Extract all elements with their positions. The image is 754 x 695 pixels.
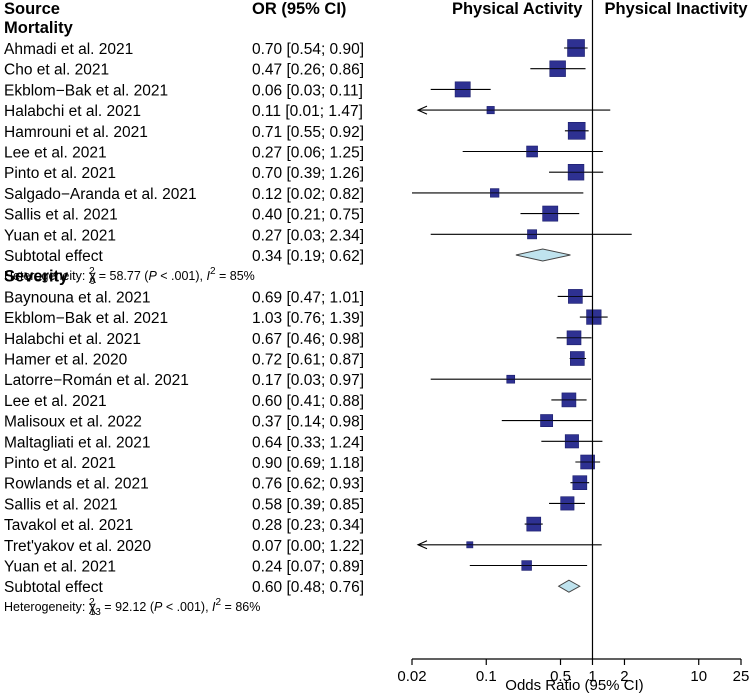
- study-ci-text: 0.07 [0.00; 1.22]: [252, 538, 364, 555]
- study-source: Sallis et al. 2021: [4, 496, 118, 513]
- subtotal-diamond: [557, 579, 581, 593]
- ci-arrow: [416, 540, 428, 550]
- study-ci-text: 0.64 [0.33; 1.24]: [252, 434, 364, 451]
- heterogeneity-part: = 58.77 (: [95, 269, 149, 283]
- study-ci-text: 0.40 [0.21; 0.75]: [252, 207, 364, 224]
- subtotal-ci-text: 0.34 [0.19; 0.62]: [252, 248, 364, 265]
- study-source: Ekblom−Bak et al. 2021: [4, 82, 168, 99]
- study-source: Yuan et al. 2021: [4, 559, 116, 576]
- heterogeneity-part: 2: [216, 597, 222, 608]
- study-ci-text: 0.11 [0.01; 1.47]: [252, 103, 363, 120]
- study-source: Tavakol et al. 2021: [4, 517, 133, 534]
- heterogeneity-part: P: [154, 600, 163, 614]
- header-favors-activity: Physical Activity: [452, 0, 583, 18]
- study-ci-text: 0.69 [0.47; 1.01]: [252, 289, 364, 306]
- study-source: Pinto et al. 2021: [4, 165, 116, 182]
- subtotal-label: Subtotal effect: [4, 579, 104, 596]
- study-ci-text: 0.70 [0.54; 0.90]: [252, 41, 364, 58]
- study-ci-text: 0.27 [0.03; 2.34]: [252, 227, 364, 244]
- study-ci-text: 0.90 [0.69; 1.18]: [252, 455, 364, 472]
- heterogeneity-part: = 92.12 (: [101, 600, 155, 614]
- x-tick-label: 0.02: [397, 668, 426, 685]
- subtotal-ci-text: 0.60 [0.48; 0.76]: [252, 579, 364, 596]
- study-ci-text: 0.12 [0.02; 0.82]: [252, 186, 364, 203]
- study-source: Halabchi et al. 2021: [4, 331, 141, 348]
- study-source: Pinto et al. 2021: [4, 455, 116, 472]
- heterogeneity-part: = 85%: [216, 269, 255, 283]
- study-ci-text: 0.17 [0.03; 0.97]: [252, 372, 364, 389]
- study-ci-text: 0.72 [0.61; 0.87]: [252, 352, 364, 369]
- study-source: Lee et al. 2021: [4, 393, 107, 410]
- study-source: Tret'yakov et al. 2020: [4, 538, 152, 555]
- heterogeneity-text: Heterogeneity: χ2 13 = 92.12 (P < .001), …: [4, 597, 260, 618]
- heterogeneity-part: I: [206, 269, 210, 283]
- heterogeneity-part: P: [148, 269, 157, 283]
- heterogeneity-part: Heterogeneity:: [4, 269, 89, 283]
- study-ci-text: 0.27 [0.06; 1.25]: [252, 145, 364, 162]
- study-ci-text: 0.67 [0.46; 0.98]: [252, 331, 364, 348]
- study-source: Lee et al. 2021: [4, 145, 107, 162]
- study-source: Latorre−Román et al. 2021: [4, 372, 189, 389]
- ci-arrow: [416, 105, 428, 115]
- chi-df: 13: [90, 607, 102, 618]
- x-tick-label: 10: [690, 668, 707, 685]
- study-source: Yuan et al. 2021: [4, 227, 116, 244]
- heterogeneity-part: < .001),: [162, 600, 212, 614]
- heterogeneity-part: = 86%: [221, 600, 260, 614]
- heterogeneity-text: Heterogeneity: χ2 9 = 58.77 (P < .001), I…: [4, 266, 255, 287]
- subtotal-label: Subtotal effect: [4, 248, 104, 265]
- x-tick-label: 1: [588, 668, 596, 685]
- study-ci-text: 0.76 [0.62; 0.93]: [252, 476, 364, 493]
- header-source: Source: [4, 0, 60, 18]
- study-source: Salgado−Aranda et al. 2021: [4, 186, 197, 203]
- header-favors-inactivity: Physical Inactivity: [604, 0, 748, 18]
- chi-df: 9: [90, 276, 96, 287]
- heterogeneity-part: 2: [210, 266, 216, 277]
- study-source: Hamer et al. 2020: [4, 352, 128, 369]
- study-source: Ahmadi et al. 2021: [4, 41, 133, 58]
- study-source: Maltagliati et al. 2021: [4, 434, 150, 451]
- x-tick-label: 2: [620, 668, 628, 685]
- group-title: Severity: [4, 267, 69, 285]
- study-ci-text: 0.06 [0.03; 0.11]: [252, 82, 363, 99]
- group-title: Mortality: [4, 19, 74, 37]
- study-source: Malisoux et al. 2022: [4, 414, 142, 431]
- header-estimate: OR (95% CI): [252, 0, 346, 18]
- study-ci-text: 0.71 [0.55; 0.92]: [252, 124, 364, 141]
- chi-superscript: 2: [89, 266, 95, 277]
- x-tick-label: 0.1: [476, 668, 497, 685]
- study-source: Ekblom−Bak et al. 2021: [4, 310, 168, 327]
- study-ci-text: 0.47 [0.26; 0.86]: [252, 62, 364, 79]
- chi-symbol: χ: [89, 598, 97, 614]
- study-ci-text: 0.58 [0.39; 0.85]: [252, 496, 364, 513]
- study-ci-text: 0.24 [0.07; 0.89]: [252, 559, 364, 576]
- study-source: Hamrouni et al. 2021: [4, 124, 148, 141]
- x-tick-label: 25: [733, 668, 750, 685]
- subtotal-diamond: [515, 248, 571, 262]
- heterogeneity-part: < .001),: [157, 269, 207, 283]
- study-source: Rowlands et al. 2021: [4, 476, 149, 493]
- study-source: Halabchi et al. 2021: [4, 103, 141, 120]
- heterogeneity-part: Heterogeneity:: [4, 600, 89, 614]
- study-source: Sallis et al. 2021: [4, 207, 118, 224]
- heterogeneity-part: I: [212, 600, 216, 614]
- chi-symbol: χ: [89, 267, 97, 283]
- study-ci-text: 0.28 [0.23; 0.34]: [252, 517, 364, 534]
- chi-superscript: 2: [89, 597, 95, 608]
- study-source: Cho et al. 2021: [4, 62, 109, 79]
- x-axis-title: Odds Ratio (95% CI): [505, 677, 643, 694]
- study-source: Baynouna et al. 2021: [4, 289, 151, 306]
- study-ci-text: 0.60 [0.41; 0.88]: [252, 393, 364, 410]
- study-ci-text: 0.70 [0.39; 1.26]: [252, 165, 364, 182]
- study-ci-text: 1.03 [0.76; 1.39]: [252, 310, 364, 327]
- x-tick-label: 0.5: [550, 668, 571, 685]
- study-ci-text: 0.37 [0.14; 0.98]: [252, 414, 364, 431]
